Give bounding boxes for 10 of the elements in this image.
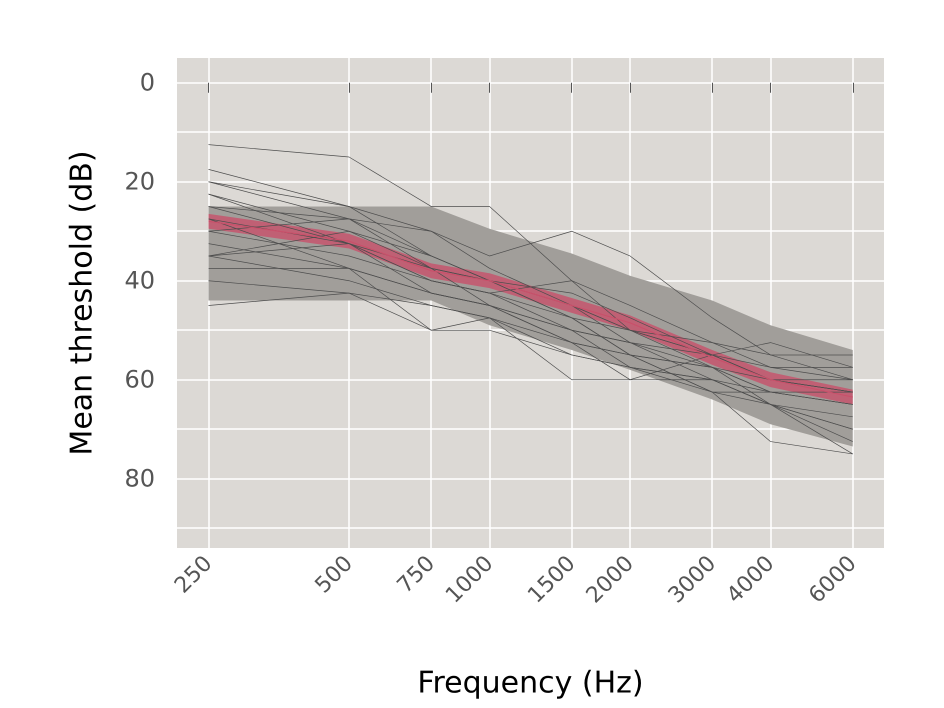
x-tick-label: 750 [392,551,440,599]
y-tick-label: 60 [124,366,155,394]
y-tick-label: 0 [140,68,155,97]
x-tick-label: 500 [310,551,358,599]
y-axis-title: Mean threshold (dB) [64,150,100,456]
y-tick-label: 80 [124,464,155,493]
x-tick-label: 250 [170,551,218,599]
y-tick-label: 20 [124,168,155,196]
x-axis-title: Frequency (Hz) [417,666,644,700]
y-tick-label: 40 [124,266,155,295]
